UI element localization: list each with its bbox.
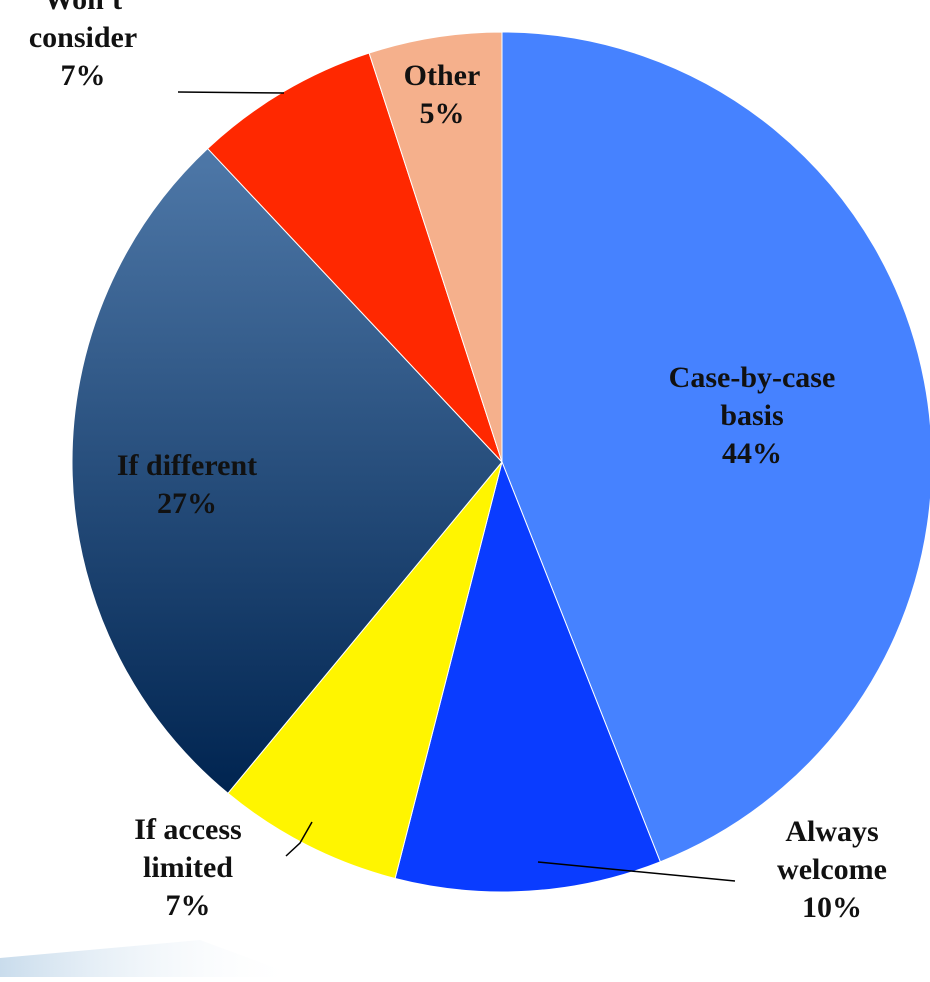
pie-slices: [71, 31, 930, 893]
pie-slice-2: [227, 461, 503, 880]
leader-line-1: [537, 861, 736, 882]
slice-labels: Case-by-case basis 44% Always welcome 10% If a…: [29, 0, 887, 924]
pie-slice-0: [501, 31, 930, 863]
slice-label-3: If different: [117, 449, 257, 482]
pie-slice-4: [206, 52, 503, 463]
slice-label-0: Case-by-case: [669, 361, 836, 394]
slice-label-0: basis: [720, 399, 783, 432]
slice-value-label-1: 10%: [802, 891, 862, 924]
pie-slice-3: [71, 147, 503, 795]
pie-slice-1: [394, 460, 661, 893]
slice-label-1: welcome: [777, 853, 887, 886]
slice-value-label-2: 7%: [166, 889, 211, 922]
slice-value-label-3: 27%: [157, 487, 217, 520]
slice-label-2: limited: [143, 851, 233, 884]
slice-value-label-4: 7%: [61, 59, 106, 92]
slice-label-1: Always: [785, 815, 878, 848]
leader-line-4: [177, 91, 285, 94]
slice-value-label-0: 44%: [722, 437, 782, 470]
leader-lines: [177, 91, 736, 882]
slice-label-4: Won't: [44, 0, 122, 16]
pie-slice-5: [368, 31, 503, 463]
decorative-bottom-band: [0, 940, 300, 977]
slice-value-label-5: 5%: [420, 97, 465, 130]
slice-label-2: If access: [134, 813, 241, 846]
slice-label-4: consider: [29, 21, 137, 54]
leader-line-2: [285, 821, 313, 857]
slice-label-5: Other: [404, 59, 481, 92]
